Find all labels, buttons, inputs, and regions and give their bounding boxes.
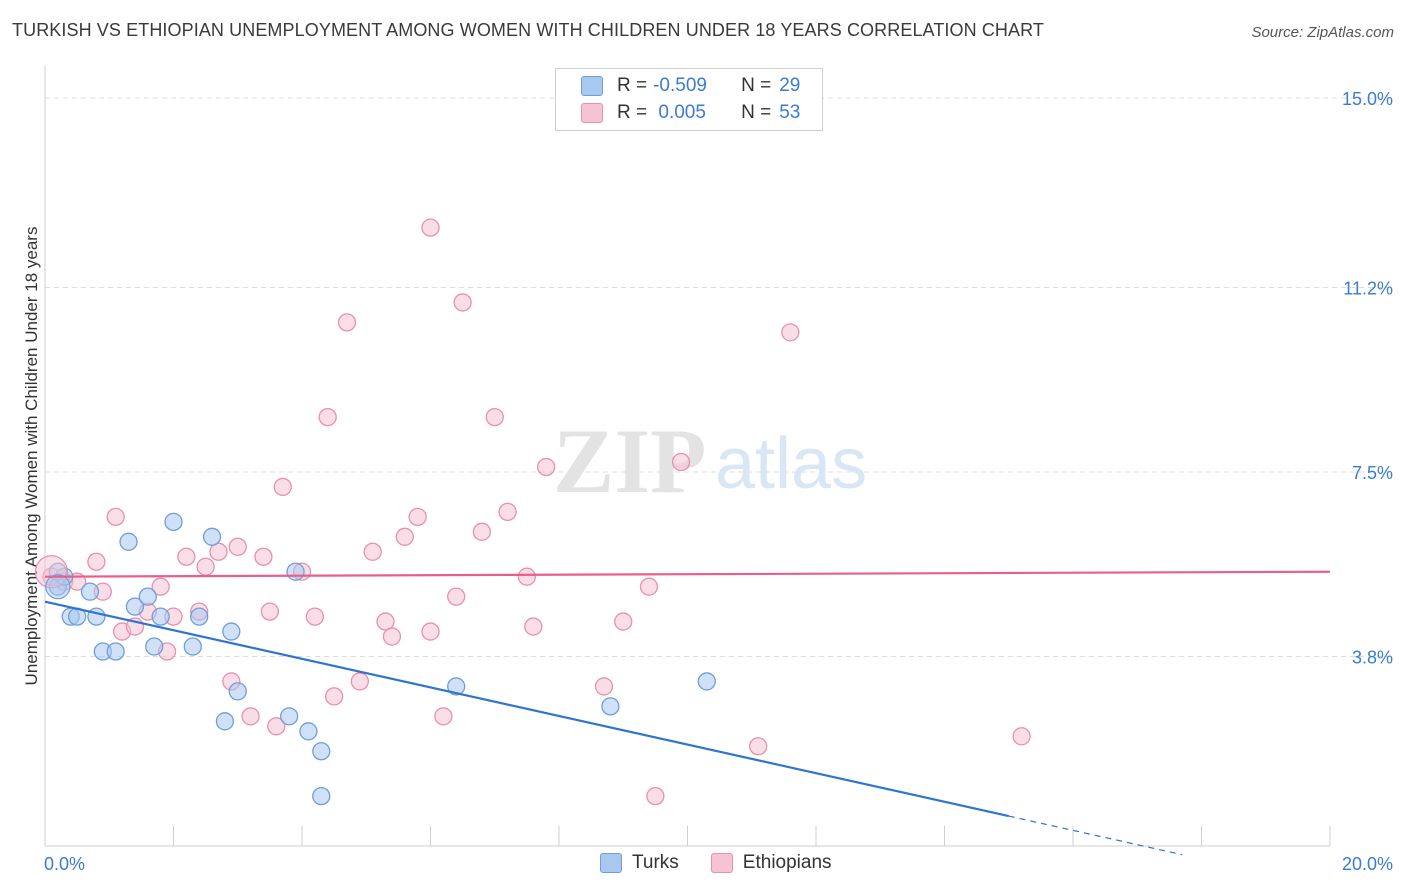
ethiopians-point bbox=[151, 577, 170, 596]
ethiopians-point bbox=[434, 707, 453, 726]
ethiopians-point bbox=[177, 547, 196, 566]
ethiopians-point bbox=[447, 587, 466, 606]
ethiopians-point bbox=[524, 617, 543, 636]
ethiopians-swatch bbox=[581, 103, 603, 123]
ethiopians-point bbox=[318, 407, 337, 427]
turks-point bbox=[447, 677, 466, 696]
series-legend: Turks Ethiopians bbox=[600, 852, 864, 874]
turks-point bbox=[125, 597, 145, 616]
ethiopians-point bbox=[421, 622, 440, 641]
ethiopians-point bbox=[337, 313, 357, 332]
turks-trend-extension bbox=[1008, 815, 1183, 856]
turks-point bbox=[215, 712, 235, 731]
ethiopians-point bbox=[196, 557, 215, 576]
ethiopians-point bbox=[260, 602, 280, 621]
turks-point bbox=[119, 532, 138, 551]
turks-point bbox=[228, 682, 247, 701]
turks-point bbox=[279, 707, 299, 726]
turks-point bbox=[286, 562, 305, 581]
legend-item-ethiopians: Ethiopians bbox=[710, 852, 832, 874]
ethiopians-point bbox=[273, 477, 292, 497]
turks-point bbox=[190, 607, 209, 626]
ethiopians-point bbox=[421, 218, 440, 237]
x-tick-label: 0.0% bbox=[44, 854, 85, 874]
legend-item-turks: Turks bbox=[600, 852, 679, 874]
ethiopians-point bbox=[106, 507, 125, 527]
turks-point bbox=[222, 622, 241, 641]
ethiopians-point bbox=[350, 672, 369, 691]
turks-point bbox=[151, 607, 170, 626]
ethiopians-point bbox=[537, 457, 556, 477]
r-label: R = bbox=[617, 102, 648, 123]
turks-point bbox=[138, 587, 157, 606]
ethiopians-legend-label: Ethiopians bbox=[742, 852, 832, 873]
turks-swatch bbox=[581, 76, 603, 96]
ethiopians-point bbox=[485, 407, 504, 427]
ethiopians-point bbox=[241, 707, 260, 726]
source-credit: Source: ZipAtlas.com bbox=[1251, 24, 1394, 41]
ethiopians-legend-swatch bbox=[710, 853, 733, 873]
correlation-legend: R = -0.509 N = 29 R = 0.005 N = 53 bbox=[555, 68, 823, 131]
r-value: -0.509 bbox=[653, 75, 707, 96]
turks-point bbox=[145, 637, 164, 656]
turks-point bbox=[299, 722, 318, 741]
turks-point bbox=[601, 697, 620, 716]
n-value: 29 bbox=[779, 75, 801, 96]
x-tick-label: 20.0% bbox=[1342, 854, 1393, 874]
ethiopians-point bbox=[594, 677, 614, 696]
ethiopians-point bbox=[228, 537, 247, 556]
ethiopians-point bbox=[324, 687, 344, 706]
y-tick-label: 15.0% bbox=[1342, 89, 1393, 109]
turks-legend-swatch bbox=[600, 853, 622, 873]
y-tick-label: 3.8% bbox=[1352, 647, 1393, 667]
ethiopians-point bbox=[646, 786, 665, 806]
ethiopians-point bbox=[639, 577, 659, 596]
ethiopians-point bbox=[517, 567, 537, 586]
ethiopians-point bbox=[498, 502, 517, 522]
ethiopians-point bbox=[87, 552, 106, 571]
turks-point bbox=[312, 786, 331, 806]
ethiopians-point bbox=[671, 452, 691, 472]
ethiopians-point bbox=[614, 612, 633, 631]
turks-point bbox=[697, 672, 716, 691]
turks-point bbox=[106, 642, 125, 661]
y-tick-label: 7.5% bbox=[1352, 463, 1393, 483]
r-value: 0.005 bbox=[653, 102, 706, 123]
chart-title: TURKISH VS ETHIOPIAN UNEMPLOYMENT AMONG … bbox=[12, 20, 1044, 40]
turks-trend-line bbox=[44, 600, 1009, 818]
turks-point bbox=[45, 574, 71, 600]
ethiopians-point bbox=[363, 542, 382, 561]
ethiopians-point bbox=[267, 717, 286, 736]
turks-point bbox=[312, 742, 331, 761]
watermark-atlas: atlas bbox=[715, 424, 867, 504]
turks-point bbox=[183, 637, 202, 656]
n-value: 53 bbox=[779, 102, 801, 123]
r-label: R = bbox=[617, 75, 648, 96]
y-tick-label: 11.2% bbox=[1343, 278, 1393, 298]
ethiopians-point bbox=[453, 293, 472, 312]
legend-row-ethiopians: R = 0.005 N = 53 bbox=[581, 100, 800, 126]
n-label: N = bbox=[741, 102, 772, 123]
ethiopians-trend-line bbox=[44, 570, 1331, 578]
ethiopians-point bbox=[305, 607, 325, 626]
ethiopians-point bbox=[408, 507, 427, 527]
ethiopians-point bbox=[382, 627, 402, 646]
ethiopians-point bbox=[1012, 727, 1031, 746]
turks-point bbox=[202, 527, 222, 546]
ethiopians-point bbox=[254, 547, 273, 566]
ethiopians-point bbox=[749, 737, 768, 756]
n-label: N = bbox=[741, 75, 772, 96]
ethiopians-point bbox=[781, 323, 800, 342]
y-axis-title: Unemployment Among Women with Children U… bbox=[22, 227, 41, 686]
turks-point bbox=[164, 512, 183, 531]
turks-point bbox=[80, 582, 100, 601]
legend-row-turks: R = -0.509 N = 29 bbox=[581, 73, 800, 99]
ethiopians-point bbox=[395, 527, 414, 546]
ethiopians-point bbox=[472, 522, 492, 541]
turks-legend-label: Turks bbox=[632, 852, 679, 873]
